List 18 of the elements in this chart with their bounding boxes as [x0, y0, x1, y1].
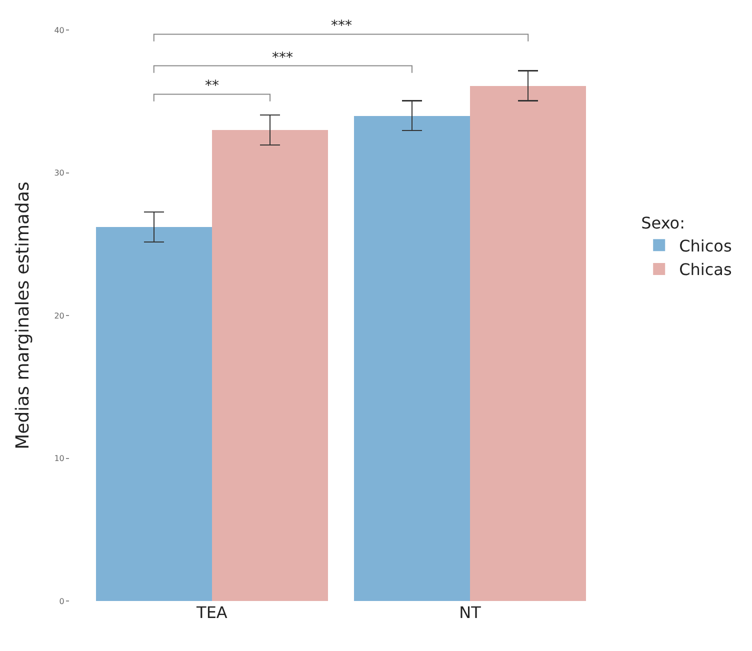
- y-tick-label: 40: [54, 26, 64, 35]
- y-tick-label: 30: [54, 168, 64, 178]
- x-tick-label: TEA: [196, 603, 228, 622]
- y-tick-label: 10: [54, 454, 64, 464]
- annotation: ***: [331, 18, 352, 34]
- y-axis-title: Medias marginales estimadas: [12, 182, 34, 450]
- bar: [354, 116, 470, 601]
- legend-label: Chicos: [679, 236, 732, 256]
- annotation: **: [205, 78, 219, 94]
- legend-label: Chicas: [679, 260, 732, 280]
- bar: [470, 86, 586, 601]
- x-tick-label: NT: [459, 603, 482, 622]
- bar: [212, 130, 328, 601]
- bar: [96, 227, 212, 601]
- y-tick-label: 0: [59, 596, 64, 606]
- legend-title: Sexo:: [641, 213, 685, 232]
- annotation: ***: [272, 50, 293, 66]
- y-tick-label: 20: [54, 311, 64, 320]
